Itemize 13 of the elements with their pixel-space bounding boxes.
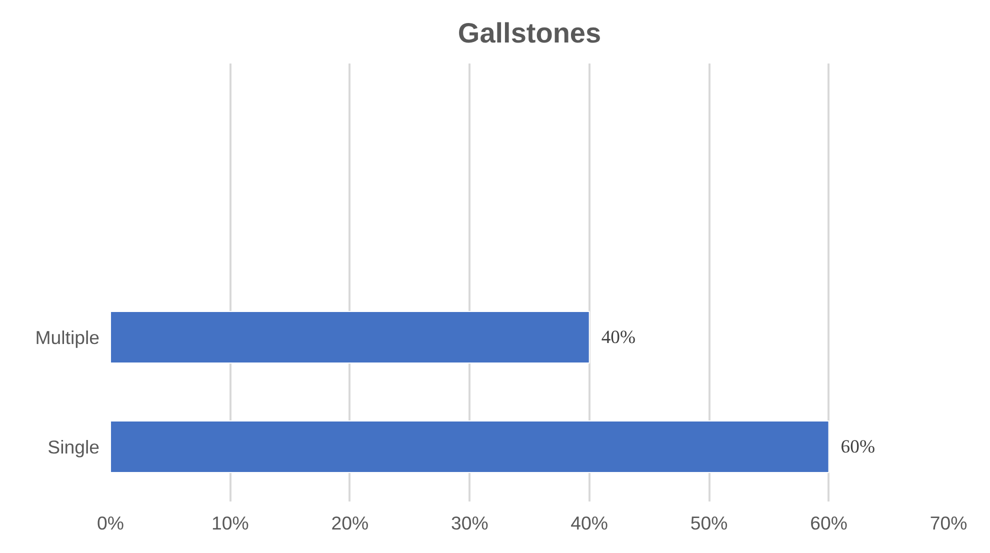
data-label: 40%	[601, 326, 636, 348]
y-tick-label: Multiple	[35, 326, 100, 348]
x-tick-label: 30%	[450, 512, 488, 534]
x-tick-label: 50%	[690, 512, 728, 534]
x-tick-label: 10%	[212, 512, 249, 534]
x-tick-label: 40%	[570, 512, 608, 534]
x-tick-label: 60%	[810, 512, 848, 534]
y-tick-label: Single	[48, 436, 100, 458]
x-tick-label: 0%	[97, 512, 124, 534]
data-label: 60%	[840, 436, 875, 458]
x-tick-label: 20%	[331, 512, 369, 534]
x-tick-label: 70%	[930, 512, 968, 534]
chart-title: Gallstones	[458, 18, 602, 48]
